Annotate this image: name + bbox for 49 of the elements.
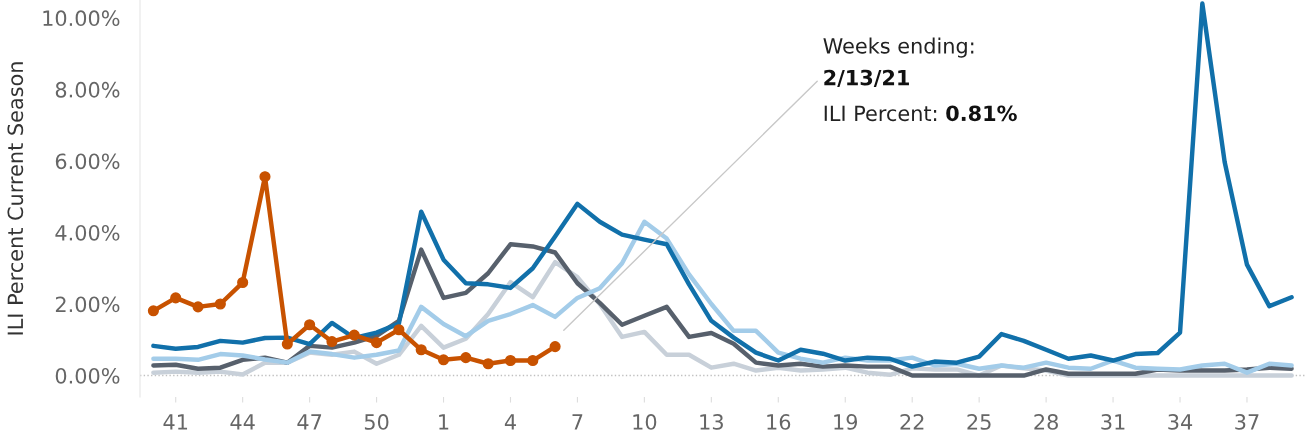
point — [415, 344, 427, 356]
annotation: Weeks ending: — [823, 37, 974, 58]
x-tick-label: 16 — [767, 414, 791, 430]
point — [371, 337, 383, 349]
point — [281, 338, 293, 350]
x-tick-label: 4 — [504, 414, 516, 430]
line-series — [151, 1, 1294, 369]
x-tick-label: 7 — [572, 414, 583, 430]
x-tick-label: 19 — [834, 414, 858, 430]
x-tick-label: 34 — [1168, 414, 1193, 430]
annotation: ILI Percent: — [824, 105, 937, 122]
point — [259, 171, 271, 183]
x-tick-label: 25 — [967, 414, 991, 430]
point — [482, 358, 494, 370]
x-tick-label: 44 — [230, 414, 255, 430]
point — [237, 276, 249, 289]
point — [170, 292, 182, 304]
x-tick-label: 28 — [1034, 414, 1058, 430]
annotation: 0.81% — [946, 105, 1017, 122]
line-series — [151, 219, 1294, 375]
x-tick-label: 41 — [163, 414, 188, 430]
point — [192, 301, 204, 313]
point — [393, 324, 405, 336]
point — [326, 336, 338, 348]
y-tick-label: 4.00% — [55, 224, 120, 241]
x-tick-label: 47 — [297, 414, 322, 430]
x-tick-label: 1 — [439, 414, 449, 430]
x-tick-label: 13 — [700, 414, 723, 430]
point — [214, 298, 226, 310]
point — [549, 341, 561, 353]
x-tick-label: 10 — [633, 414, 657, 430]
point — [504, 354, 517, 367]
y-tick-label: 2.00% — [55, 296, 120, 313]
y-tick-label: 6.00% — [55, 153, 120, 170]
point — [527, 354, 539, 367]
point — [460, 352, 472, 364]
point — [348, 329, 360, 341]
y-tick-label: 10.00% — [43, 10, 120, 27]
y-tick-label: 8.00% — [55, 81, 120, 98]
y-axis-title: ILI Percent Current Season — [7, 62, 24, 335]
point — [437, 354, 450, 366]
annotation: 2/13/21 — [824, 69, 909, 88]
y-tick-label: 0.00% — [55, 367, 120, 384]
point — [147, 305, 159, 317]
x-tick-label: 22 — [900, 414, 924, 430]
x-tick-label: 50 — [364, 414, 389, 430]
point — [304, 319, 316, 331]
x-tick-label: 31 — [1101, 414, 1125, 430]
x-tick-label: 37 — [1235, 414, 1259, 430]
